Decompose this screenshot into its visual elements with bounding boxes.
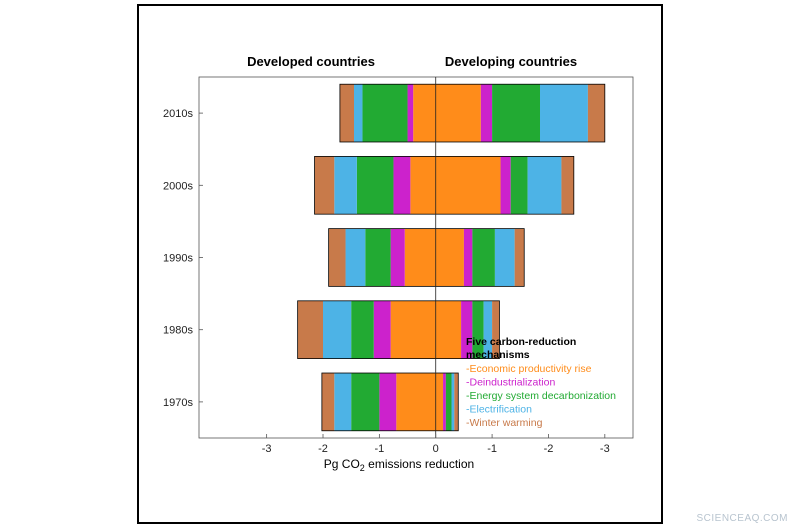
bar-developing-1980s-4	[492, 300, 500, 359]
legend-item-2: -Energy system decarbonization	[466, 390, 616, 402]
bar-developed-2000s-4	[314, 156, 335, 215]
bar-developed-2010s-0	[413, 84, 436, 142]
legend-item-4: -Winter warming	[466, 417, 543, 429]
x-tick-label-3: 0	[433, 443, 439, 455]
x-axis-label-rest: emissions reduction	[365, 457, 474, 471]
bar-outline-1990s	[328, 228, 525, 287]
bar-developed-2000s-3	[334, 156, 357, 215]
y-tick-label-1990s: 1990s	[163, 253, 193, 265]
figure-frame: Developed countries Developing countries…	[137, 4, 663, 524]
chart: Developed countries Developing countries…	[163, 54, 634, 473]
x-tick-label-4: -1	[487, 443, 497, 455]
bar-developing-1970s-2	[445, 373, 452, 431]
bar-developed-2000s-0	[410, 156, 436, 215]
bar-developing-2010s-3	[540, 84, 588, 142]
bar-developing-1980s-0	[435, 300, 462, 359]
bar-developed-2010s-4	[339, 84, 354, 142]
bar-developing-1980s-3	[483, 300, 493, 359]
x-tick-label-2: -1	[374, 443, 384, 455]
bar-developing-2010s-0	[435, 84, 481, 142]
y-tick-label-2000s: 2000s	[163, 180, 193, 192]
x-tick-label-0: -3	[262, 443, 272, 455]
legend-item-0: -Economic productivity rise	[466, 363, 592, 375]
bar-developing-1970s-3	[451, 373, 455, 431]
bar-developed-1970s-1	[379, 373, 397, 431]
bar-developed-1980s-1	[373, 300, 391, 359]
bar-developed-1970s-2	[351, 373, 380, 431]
bar-developed-2010s-3	[354, 84, 363, 142]
bar-developed-2000s-2	[356, 156, 394, 215]
panel-title-developing: Developing countries	[445, 54, 577, 69]
bar-developing-1970s-4	[454, 373, 459, 431]
watermark: SCIENCEAQ.COM	[696, 513, 788, 524]
x-axis-label: Pg CO2 emissions reduction	[324, 457, 474, 473]
y-tick-label-2010s: 2010s	[163, 108, 193, 120]
legend-title-line1: Five carbon-reduction	[466, 336, 576, 348]
x-axis-label-main: Pg CO	[324, 457, 360, 471]
bar-developing-1990s-2	[472, 228, 495, 287]
bar-developing-2010s-1	[480, 84, 493, 142]
bar-developed-1980s-0	[390, 300, 436, 359]
bar-outline-2010s	[339, 83, 606, 143]
bar-developing-1980s-2	[472, 300, 484, 359]
bar-developed-1980s-4	[297, 300, 323, 359]
bar-developing-2000s-2	[510, 156, 528, 215]
bar-developing-2000s-3	[527, 156, 562, 215]
legend-item-1: -Deindustrialization	[466, 377, 555, 389]
x-tick-label-5: -2	[544, 443, 554, 455]
x-tick-label-1: -2	[318, 443, 328, 455]
bar-outline-1980s	[297, 300, 500, 359]
bar-developed-1970s-4	[321, 373, 335, 431]
panel-title-developed: Developed countries	[247, 54, 375, 69]
bar-developing-2000s-0	[435, 156, 501, 215]
bar-developed-1990s-3	[345, 228, 366, 287]
bar-developing-2010s-4	[587, 84, 605, 142]
y-tick-label-1970s: 1970s	[163, 397, 193, 409]
bar-developing-1970s-1	[443, 373, 446, 431]
bar-developing-2000s-1	[500, 156, 511, 215]
legend: Five carbon-reduction mechanisms -Econom…	[466, 336, 616, 429]
bar-developing-1990s-1	[463, 228, 473, 287]
bar-developed-1990s-2	[365, 228, 391, 287]
bar-outline-2000s	[314, 156, 575, 215]
bar-developing-2000s-4	[561, 156, 574, 215]
bar-developing-1980s-1	[461, 300, 473, 359]
bar-developed-1990s-1	[390, 228, 405, 287]
bar-developed-2010s-2	[362, 84, 408, 142]
legend-item-3: -Electrification	[466, 404, 532, 416]
bar-developed-1980s-2	[351, 300, 374, 359]
bar-developed-2010s-1	[407, 84, 414, 142]
y-tick-label-1980s: 1980s	[163, 325, 193, 337]
bar-developed-1990s-0	[404, 228, 436, 287]
bar-developing-1990s-3	[494, 228, 515, 287]
bar-developing-2010s-2	[492, 84, 540, 142]
bar-developed-1970s-3	[334, 373, 352, 431]
bar-developing-1990s-0	[435, 228, 464, 287]
bar-developed-1970s-0	[396, 373, 436, 431]
bar-developed-1980s-3	[323, 300, 352, 359]
bar-developed-1990s-4	[328, 228, 346, 287]
x-tick-label-6: -3	[600, 443, 610, 455]
bar-developed-2000s-1	[393, 156, 411, 215]
bar-developing-1990s-4	[514, 228, 525, 287]
x-axis-label-subscript: 2	[360, 463, 365, 473]
legend-title-line2: mechanisms	[466, 349, 530, 361]
bar-outline-1970s	[321, 372, 459, 432]
bar-developing-1970s-0	[435, 373, 444, 431]
